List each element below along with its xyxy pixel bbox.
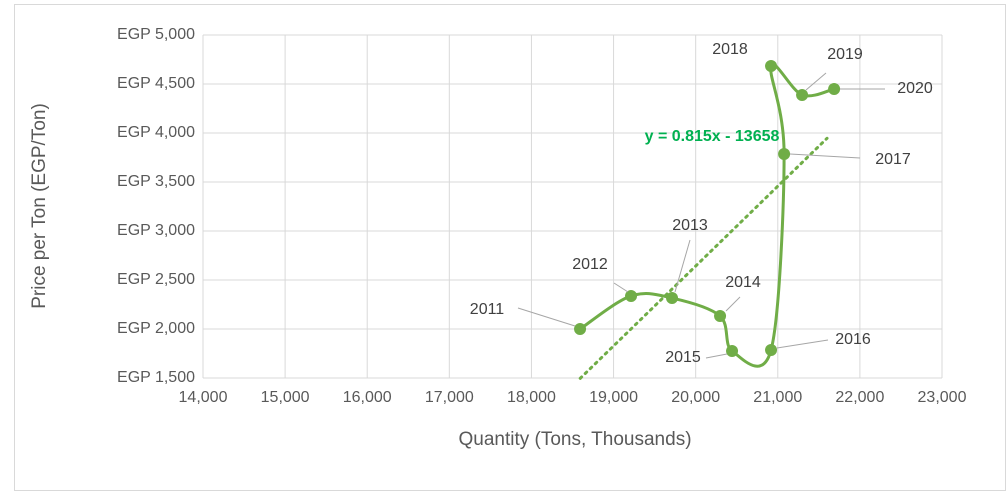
data-point <box>765 343 778 356</box>
leader-line <box>725 296 741 312</box>
leader-line <box>776 339 829 349</box>
y-tick-label: EGP 3,000 <box>117 222 195 239</box>
y-axis-label: Price per Ton (EGP/Ton) <box>29 103 50 309</box>
data-label: 2013 <box>672 217 708 234</box>
x-tick-label: 14,000 <box>179 389 228 406</box>
data-point <box>778 147 791 160</box>
data-point <box>714 309 727 322</box>
data-label: 2014 <box>725 274 761 291</box>
data-point <box>828 82 841 95</box>
x-tick-label: 22,000 <box>835 389 884 406</box>
data-point <box>666 292 679 305</box>
data-point <box>574 323 587 335</box>
leader-line <box>674 239 691 293</box>
data-point <box>726 344 739 357</box>
x-axis-label: Quantity (Tons, Thousands) <box>458 429 691 450</box>
y-tick-label: EGP 2,500 <box>117 271 195 288</box>
leader-line <box>705 353 728 359</box>
data-label: 2011 <box>470 301 505 318</box>
y-tick-label: EGP 4,000 <box>117 124 195 141</box>
x-tick-label: 21,000 <box>753 389 802 406</box>
y-tick-label: EGP 1,500 <box>117 369 195 386</box>
trendline-label: y = 0.815x - 13658 <box>645 128 780 145</box>
y-tick-label: EGP 4,500 <box>117 75 195 92</box>
trendline <box>578 136 829 380</box>
leader-line <box>789 153 861 159</box>
data-point <box>796 88 809 101</box>
leader-line <box>805 72 827 91</box>
data-label: 2018 <box>712 41 748 58</box>
data-label: 2012 <box>572 256 608 273</box>
y-tick-label: EGP 5,000 <box>117 26 195 43</box>
data-label: 2017 <box>875 151 911 168</box>
x-tick-label: 17,000 <box>425 389 474 406</box>
data-label: 2016 <box>835 331 871 348</box>
x-tick-label: 19,000 <box>589 389 638 406</box>
data-label: 2020 <box>897 80 933 97</box>
data-point <box>765 59 778 72</box>
leader-line <box>517 307 576 327</box>
data-point <box>625 289 638 302</box>
y-tick-label: EGP 3,500 <box>117 173 195 190</box>
leader-line <box>613 282 629 293</box>
y-tick-label: EGP 2,000 <box>117 320 195 337</box>
data-label: 2015 <box>665 349 701 366</box>
x-tick-label: 16,000 <box>343 389 392 406</box>
x-tick-label: 15,000 <box>261 389 310 406</box>
x-tick-label: 20,000 <box>671 389 720 406</box>
x-tick-label: 18,000 <box>507 389 556 406</box>
chart-border <box>14 4 1006 491</box>
data-label: 2019 <box>827 46 863 63</box>
x-tick-label: 23,000 <box>918 389 967 406</box>
